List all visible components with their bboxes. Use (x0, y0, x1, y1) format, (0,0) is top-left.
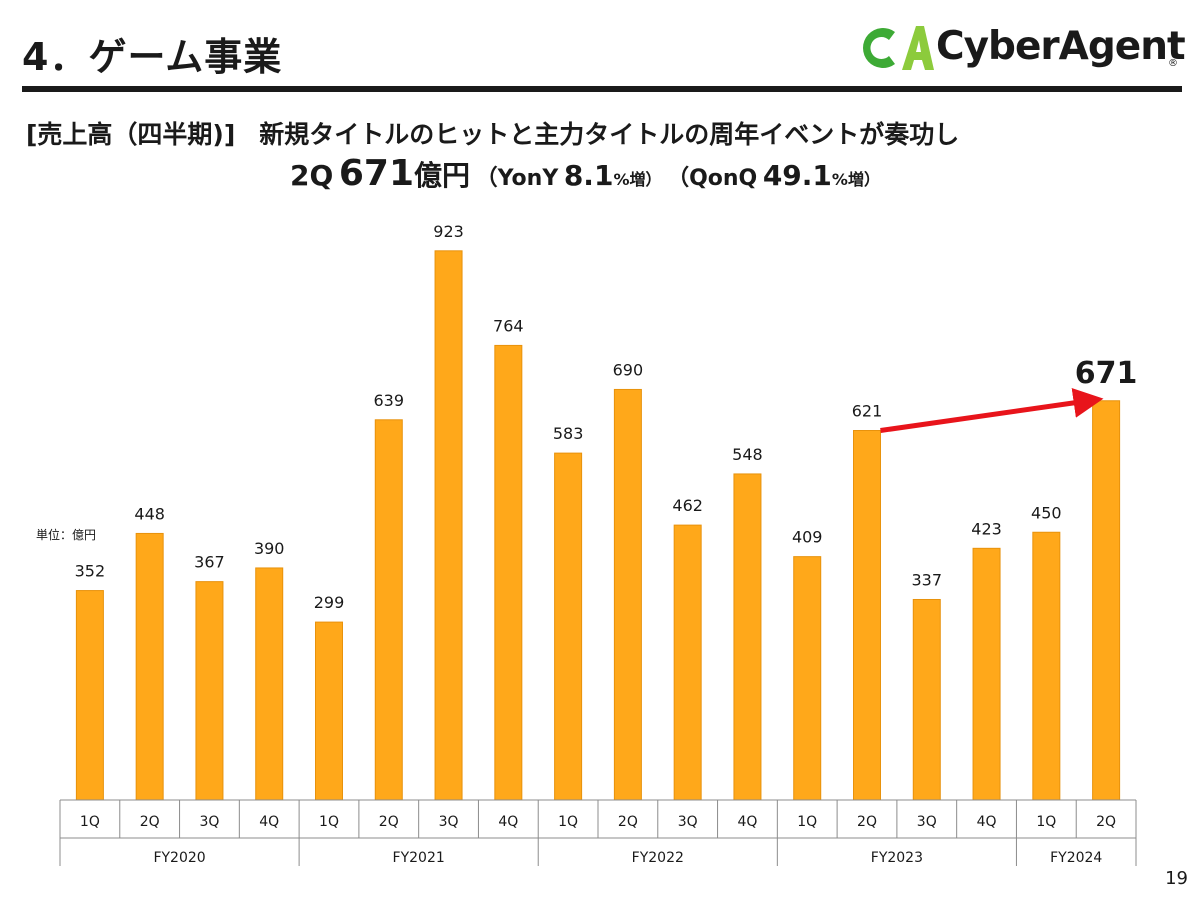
category-label: 4Q (259, 814, 279, 830)
cyberagent-logo: CyberAgent ® (862, 18, 1186, 78)
bar (912, 598, 941, 801)
bar (434, 250, 463, 801)
cyberagent-logo-text: CyberAgent (936, 24, 1186, 69)
bar-value-label: 923 (433, 222, 464, 241)
category-label: 1Q (319, 814, 339, 830)
bar (733, 473, 762, 801)
yony-unit: %増） (613, 170, 662, 189)
category-label: 3Q (199, 814, 219, 830)
category-label: 2Q (140, 814, 160, 830)
highlight-value-label: 671 (1075, 356, 1138, 391)
category-label: 4Q (737, 814, 757, 830)
category-label: 2Q (1096, 814, 1116, 830)
yony-label: （YonY (475, 166, 559, 191)
bar (75, 590, 104, 801)
bar (374, 419, 403, 801)
qonq-unit: %増） (831, 170, 880, 189)
bar-value-label: 462 (672, 496, 703, 515)
category-label: 1Q (797, 814, 817, 830)
summary-line: 2Q 671億円 （YonY 8.1%増） （QonQ 49.1%増） (290, 152, 880, 202)
category-label: 1Q (558, 814, 578, 830)
bar (1032, 531, 1061, 801)
category-label: 4Q (498, 814, 518, 830)
category-label: 3Q (917, 814, 937, 830)
bar-value-label: 299 (314, 593, 345, 612)
category-label: 1Q (80, 814, 100, 830)
category-label: 2Q (379, 814, 399, 830)
bar (673, 524, 702, 801)
subtitle-headline: 新規タイトルのヒットと主力タイトルの周年イベントが奏功し (259, 120, 960, 149)
bar (853, 430, 881, 801)
fiscal-year-label: FY2021 (393, 850, 445, 866)
growth-arrow (880, 388, 1104, 433)
registered-mark: ® (1168, 58, 1178, 69)
bar-value-label: 639 (374, 391, 405, 410)
summary-value: 671 (338, 153, 415, 194)
unit-label: 単位：億円 (36, 528, 97, 542)
bar-value-label: 390 (254, 539, 285, 558)
bar-value-label: 409 (792, 528, 823, 547)
subtitle-label: [売上高（四半期)] (26, 120, 236, 149)
category-label: 4Q (977, 814, 997, 830)
summary-quarter: 2Q (290, 159, 334, 192)
bar (613, 388, 642, 801)
page-number: 19 (1165, 868, 1188, 889)
category-label: 2Q (618, 814, 638, 830)
fiscal-year-label: FY2023 (871, 850, 923, 866)
fiscal-year-label: FY2022 (632, 850, 684, 866)
bar-value-label: 583 (553, 424, 584, 443)
subtitle: [売上高（四半期)] 新規タイトルのヒットと主力タイトルの周年イベントが奏功し (26, 115, 959, 151)
bar (1092, 400, 1121, 801)
bar (255, 567, 284, 801)
cyberagent-logo-mark-icon (863, 26, 934, 70)
bar (554, 452, 583, 801)
bar-value-label: 450 (1031, 503, 1062, 522)
qonq-value: 49.1 (762, 159, 832, 192)
bar-value-label: 764 (493, 316, 524, 335)
fiscal-year-label: FY2020 (153, 850, 205, 866)
bar-value-label: 423 (971, 519, 1002, 538)
category-label: 3Q (439, 814, 459, 830)
bar-value-label: 337 (912, 570, 943, 589)
category-label: 1Q (1036, 814, 1056, 830)
bar (793, 556, 822, 801)
bar (494, 344, 523, 801)
bar-value-label: 548 (732, 445, 763, 464)
qonq-label: （QonQ (667, 166, 758, 191)
category-label: 2Q (857, 814, 877, 830)
yony-value: 8.1 (563, 159, 614, 192)
title-underline (22, 86, 1182, 92)
fiscal-year-label: FY2024 (1050, 850, 1102, 866)
bar-value-label: 448 (134, 504, 165, 523)
category-label: 3Q (678, 814, 698, 830)
bar (315, 621, 343, 801)
bar (972, 547, 1001, 801)
bar (135, 532, 164, 801)
summary-unit: 億円 (414, 159, 471, 192)
bar-value-label: 690 (613, 360, 644, 379)
bar-value-label: 352 (75, 562, 106, 581)
page-title: 4．ゲーム事業 (22, 35, 283, 79)
bar (195, 581, 224, 801)
bar-value-label: 621 (852, 402, 883, 421)
bar-value-label: 367 (194, 553, 225, 572)
